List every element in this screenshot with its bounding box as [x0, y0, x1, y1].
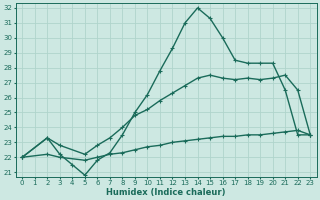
X-axis label: Humidex (Indice chaleur): Humidex (Indice chaleur): [107, 188, 226, 197]
